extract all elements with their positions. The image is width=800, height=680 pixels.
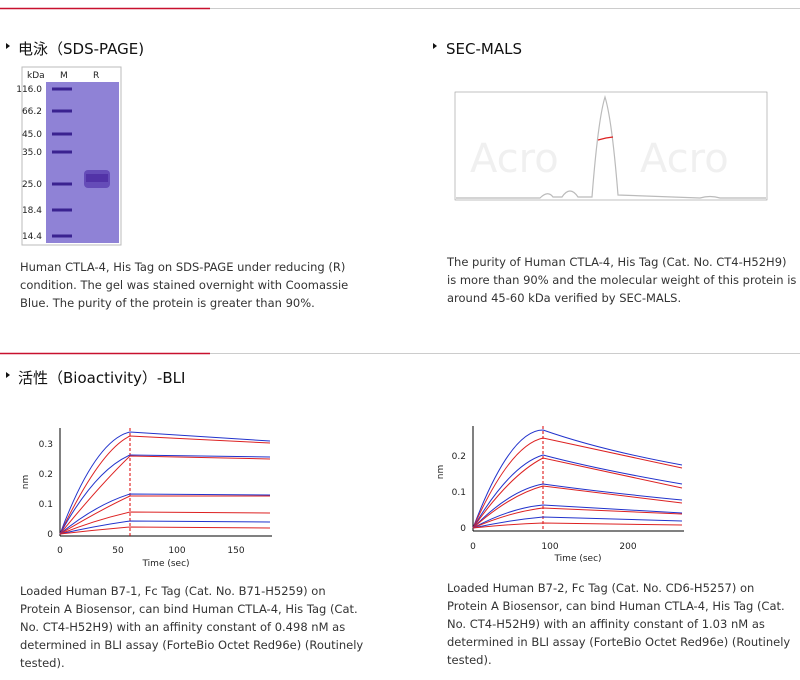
- ladder-band: [52, 150, 72, 154]
- svg-text:Acro: Acro: [470, 136, 559, 182]
- caption-line: condition. The gel was stained overnight…: [20, 278, 348, 292]
- bullet: [6, 372, 10, 378]
- y-axis-label: nm: [21, 475, 31, 489]
- section-title: SEC-MALS: [446, 40, 522, 58]
- x-axis-label: Time (sec): [141, 559, 189, 569]
- y-tick-label: 0: [47, 530, 53, 540]
- caption-line: around 45-60 kDa verified by SEC-MALS.: [447, 291, 681, 305]
- caption-line: determined in BLI assay (ForteBio Octet …: [447, 635, 790, 649]
- caption-line: tested).: [20, 656, 65, 670]
- section-title: 电泳（SDS-PAGE): [18, 40, 144, 58]
- x-tick-label: 50: [112, 546, 124, 556]
- y-tick-label: 0: [460, 524, 466, 534]
- ladder-band: [52, 109, 72, 113]
- bli-plot: [472, 426, 684, 532]
- gel-header: R: [93, 71, 99, 81]
- x-tick-label: 0: [57, 546, 63, 556]
- ladder-band: [52, 208, 72, 212]
- caption-line: tested).: [447, 653, 492, 667]
- x-axis-label: Time (sec): [553, 554, 601, 564]
- section-title: 活性（Bioactivity）-BLI: [18, 369, 185, 387]
- y-tick-label: 0.2: [452, 452, 466, 462]
- caption-line: determined in BLI assay (ForteBio Octet …: [20, 638, 363, 652]
- ladder-band: [52, 87, 72, 91]
- y-axis-label: nm: [436, 465, 446, 479]
- gel-header: M: [60, 71, 68, 81]
- caption-line: Loaded Human B7-1, Fc Tag (Cat. No. B71-…: [20, 584, 326, 598]
- x-tick-label: 150: [227, 546, 244, 556]
- bullet: [433, 43, 437, 49]
- caption-line: Human CTLA-4, His Tag on SDS-PAGE under …: [20, 260, 345, 274]
- caption-line: Loaded Human B7-2, Fc Tag (Cat. No. CD6-…: [447, 581, 754, 595]
- y-tick-label: 0.2: [39, 470, 53, 480]
- marker-label: 35.0: [22, 148, 42, 158]
- x-tick-label: 200: [619, 542, 636, 552]
- gel-image: kDa M R 116.0 66.2 45.0 35.0 25.0 18.4 14.4: [16, 66, 122, 246]
- caption-line: No. CT4-H52H9) with an affinity constant…: [447, 617, 765, 631]
- sec-mals-image: Acro Acro: [454, 91, 768, 201]
- marker-label: 45.0: [22, 130, 42, 140]
- y-tick-label: 0.1: [39, 500, 53, 510]
- caption-line: is more than 90% and the molecular weigh…: [447, 273, 796, 287]
- marker-label: 25.0: [22, 180, 42, 190]
- gel-header: kDa: [27, 71, 45, 81]
- ladder-band: [52, 132, 72, 136]
- marker-label: 66.2: [22, 107, 42, 117]
- ladder-band: [52, 182, 72, 186]
- caption-line: No. CT4-H52H9) with an affinity constant…: [20, 620, 345, 634]
- x-tick-label: 0: [470, 542, 476, 552]
- caption-line: Blue. The purity of the protein is great…: [20, 296, 315, 310]
- caption-line: The purity of Human CTLA-4, His Tag (Cat…: [446, 255, 787, 269]
- y-tick-label: 0.3: [39, 440, 53, 450]
- x-tick-label: 100: [541, 542, 558, 552]
- marker-label: 18.4: [22, 206, 42, 216]
- caption-line: Protein A Biosensor, can bind Human CTLA…: [447, 599, 785, 613]
- svg-text:Acro: Acro: [640, 136, 729, 182]
- marker-label: 14.4: [22, 232, 42, 242]
- marker-label: 116.0: [16, 85, 42, 95]
- bullet: [6, 43, 10, 49]
- x-tick-label: 100: [168, 546, 185, 556]
- bli-plot: [59, 428, 272, 537]
- y-tick-label: 0.1: [452, 488, 466, 498]
- caption-line: Protein A Biosensor, can bind Human CTLA…: [20, 602, 358, 616]
- ladder-band: [52, 234, 72, 238]
